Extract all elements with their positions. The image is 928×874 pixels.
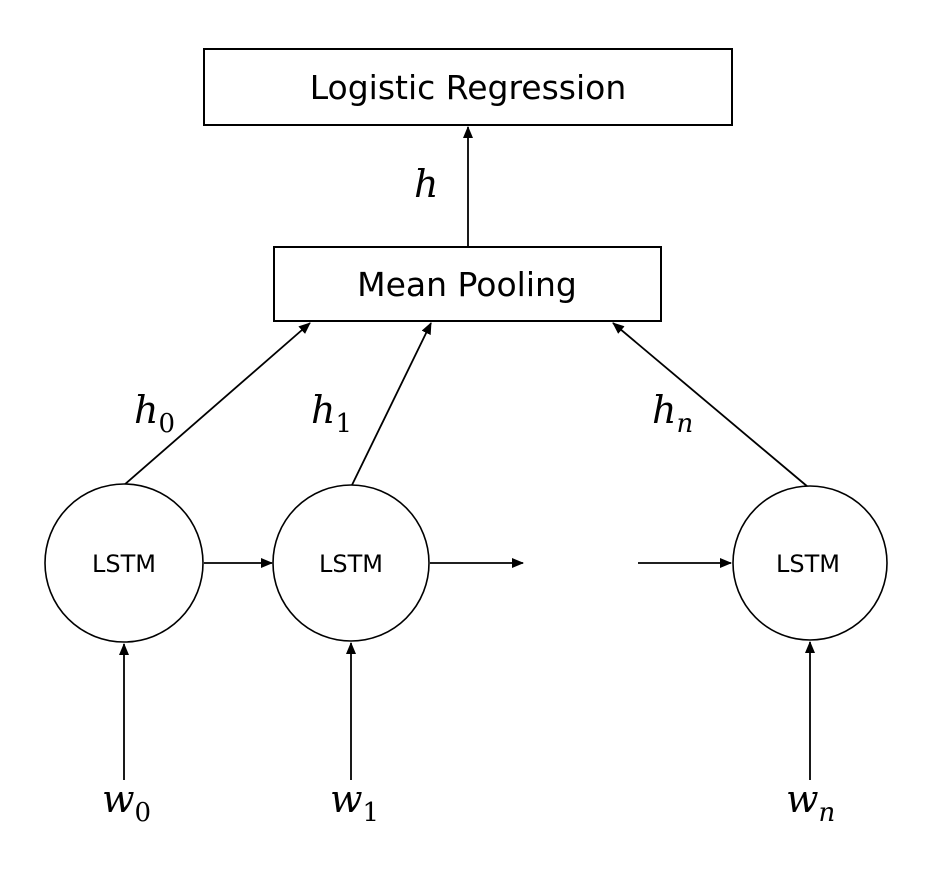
wn-label: wn <box>786 777 835 828</box>
lstm-node-n-label: LSTM <box>776 550 840 578</box>
hn-label: hn <box>652 388 693 439</box>
logistic-regression-label: Logistic Regression <box>310 68 627 107</box>
svg-text:wn: wn <box>786 777 835 828</box>
lstm-node-1-label: LSTM <box>319 550 383 578</box>
svg-text:hn: hn <box>652 388 693 439</box>
svg-text:w1: w1 <box>330 777 379 828</box>
lstm-node-1: LSTM <box>272 484 430 642</box>
mean-pooling-box: Mean Pooling <box>273 246 662 322</box>
arrow-h1 <box>351 322 432 486</box>
pooled-h-label: h <box>414 162 438 206</box>
svg-text:h0: h0 <box>134 388 175 439</box>
w0-label: w0 <box>102 777 151 828</box>
arrow-h0 <box>123 322 311 486</box>
logistic-regression-box: Logistic Regression <box>203 48 733 126</box>
svg-text:h1: h1 <box>311 388 352 439</box>
lstm-node-0-label: LSTM <box>92 550 156 578</box>
lstm-node-0: LSTM <box>44 483 204 643</box>
arrow-hn <box>612 322 809 488</box>
lstm-node-n: LSTM <box>732 485 888 641</box>
svg-text:w0: w0 <box>102 777 151 828</box>
h0-label: h0 <box>134 388 175 439</box>
h1-label: h1 <box>311 388 352 439</box>
w1-label: w1 <box>330 777 379 828</box>
mean-pooling-label: Mean Pooling <box>357 265 577 304</box>
